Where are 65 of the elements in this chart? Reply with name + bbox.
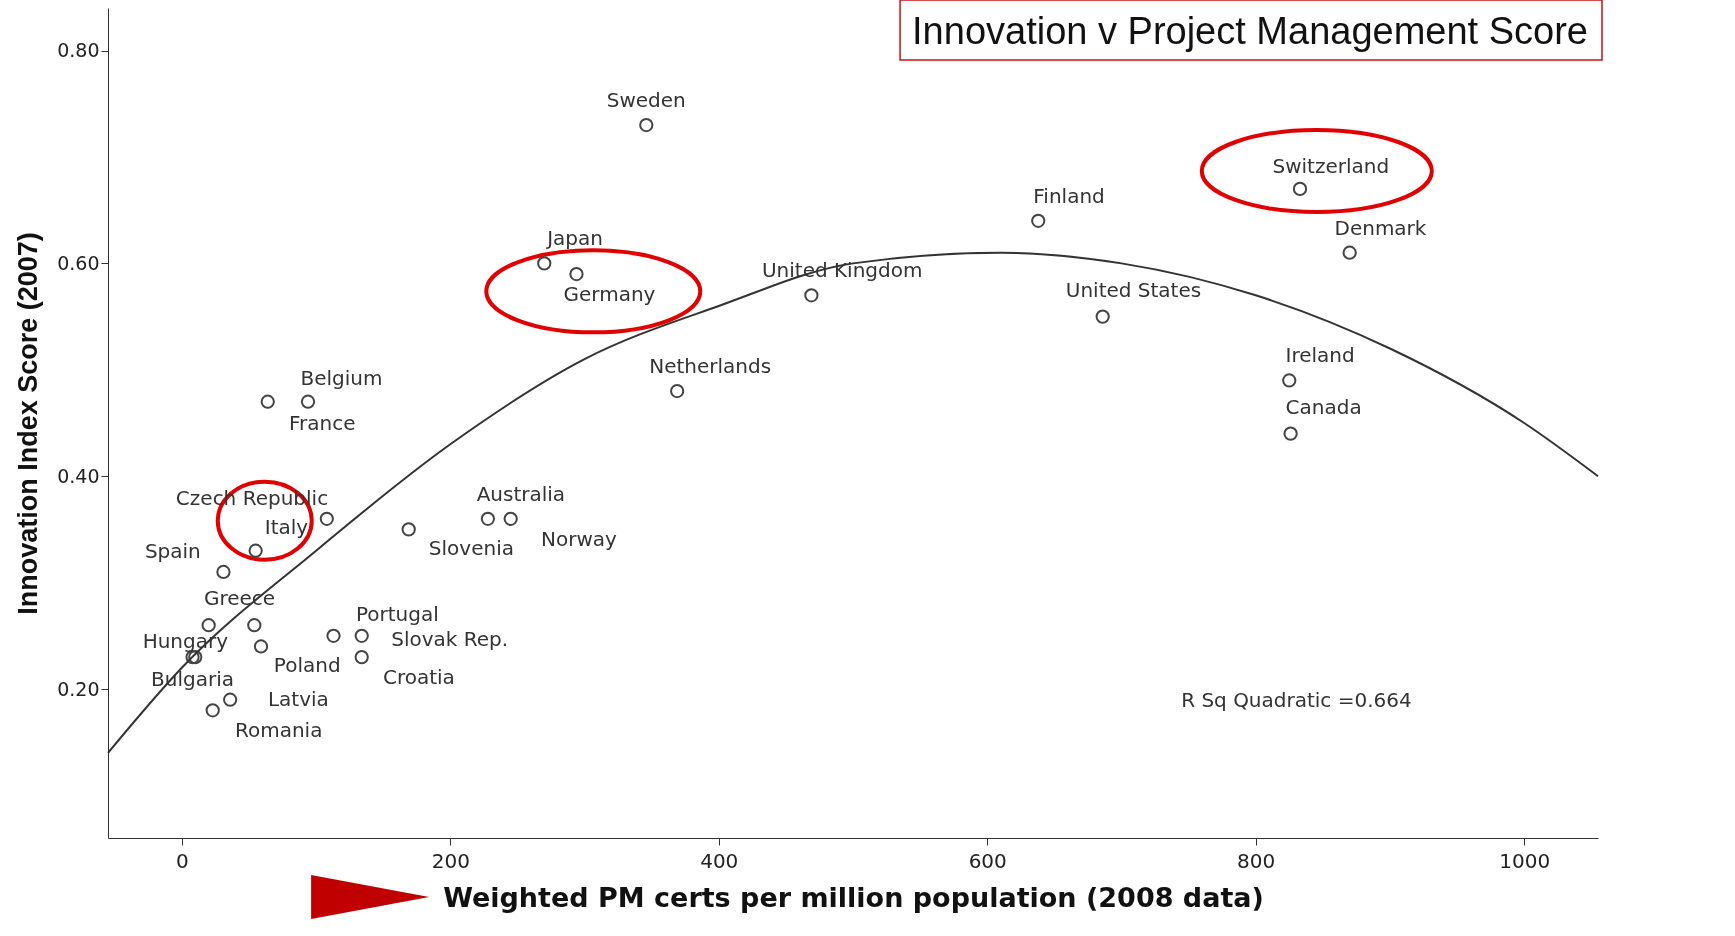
- y-tick-label: 0.40: [57, 464, 100, 487]
- point: [639, 117, 654, 133]
- point: [804, 288, 819, 303]
- point: [503, 511, 518, 526]
- point: [401, 522, 416, 537]
- annotation: Croatia: [382, 665, 455, 689]
- x-tick-label: 400: [700, 848, 739, 873]
- point: [480, 511, 496, 526]
- point: [354, 649, 369, 665]
- x-tick-label: 600: [968, 848, 1007, 873]
- point: [569, 266, 584, 282]
- point: [253, 639, 269, 654]
- point: [1282, 373, 1297, 388]
- point: [300, 394, 316, 409]
- annotation: Netherlands: [649, 353, 772, 378]
- annotation: Japan: [545, 226, 603, 251]
- annotation: Ireland: [1285, 343, 1355, 368]
- annotation: Slovak Rep.: [391, 627, 509, 652]
- annotation: Australia: [476, 481, 566, 506]
- point: [201, 618, 216, 633]
- annotation: Portugal: [355, 601, 439, 626]
- y-tick-label: 0.60: [57, 251, 100, 274]
- point: [670, 383, 685, 399]
- point: [1292, 181, 1308, 197]
- point: [319, 511, 334, 526]
- point: [223, 692, 238, 707]
- annotation: Latvia: [267, 686, 329, 711]
- point: [1095, 309, 1110, 324]
- point: [326, 628, 341, 643]
- y-axis-title: Innovation Index Score (2007): [13, 232, 44, 615]
- x-axis-title: Weighted PM certs per million population (2008 data): [443, 881, 1264, 913]
- x-tick-label: 800: [1237, 848, 1276, 873]
- point: [248, 543, 263, 558]
- annotation: Canada: [1285, 395, 1362, 420]
- y-tick-label: 0.80: [57, 39, 100, 62]
- annotation: Belgium: [300, 365, 383, 390]
- point: [1031, 213, 1046, 228]
- annotation: Sweden: [606, 87, 686, 112]
- point: [247, 618, 262, 633]
- annotation: Romania: [234, 718, 323, 743]
- chart-title: Innovation v Project Management Score: [912, 10, 1588, 52]
- annotation: Switzerland: [1272, 153, 1390, 178]
- annotation: France: [289, 410, 356, 435]
- point: [354, 628, 369, 643]
- point: [1342, 245, 1357, 260]
- y-tick-label: 0.20: [57, 677, 100, 700]
- x-tick-label: 1000: [1499, 848, 1551, 873]
- annotation: Spain: [144, 539, 201, 564]
- x-tick-label: 200: [431, 848, 470, 873]
- annotation: Norway: [540, 526, 617, 551]
- annotation: Germany: [563, 281, 656, 306]
- annotation: United Kingdom: [761, 258, 923, 283]
- annotation: Italy: [264, 514, 309, 539]
- annotation: Poland: [273, 653, 341, 678]
- x-tick-label: 0: [175, 848, 189, 873]
- point: [205, 703, 220, 718]
- point: [260, 394, 275, 409]
- annotation: United States: [1065, 278, 1202, 303]
- annotation: Denmark: [1334, 215, 1427, 240]
- point: [537, 256, 552, 271]
- annotation: Finland: [1033, 183, 1105, 208]
- point: [216, 564, 231, 580]
- annotation: R Sq Quadratic =0.664: [1181, 688, 1412, 713]
- annotation: Slovenia: [428, 536, 514, 561]
- point: [1283, 426, 1298, 441]
